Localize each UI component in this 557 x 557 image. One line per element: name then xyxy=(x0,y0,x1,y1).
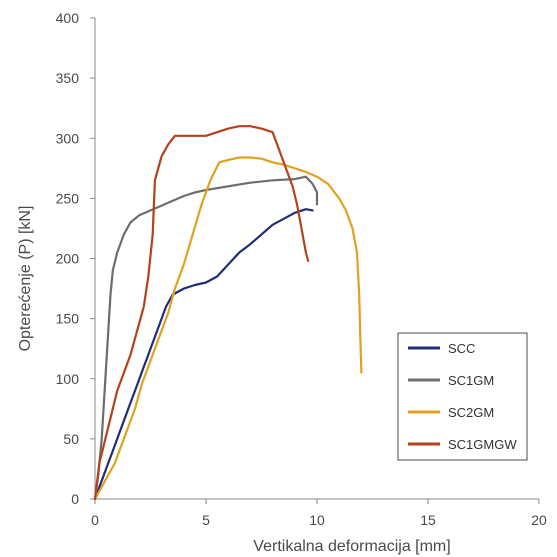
x-tick-label: 10 xyxy=(309,512,325,528)
series-line-scc xyxy=(93,208,314,501)
y-tick-label: 200 xyxy=(56,251,80,267)
x-tick-label: 20 xyxy=(531,512,547,528)
legend-box xyxy=(397,332,528,461)
legend-label: SC2GM xyxy=(448,405,494,420)
x-tick-label: 5 xyxy=(202,512,210,528)
y-tick-label: 150 xyxy=(56,311,80,327)
legend-label: SCC xyxy=(448,341,475,356)
legend: SCC SC1GM SC2GM SC1GMGW xyxy=(397,332,528,461)
y-tick-label: 100 xyxy=(56,371,80,387)
series-lines xyxy=(93,125,363,501)
legend-label: SC1GM xyxy=(448,373,494,388)
series-line-sc2gm xyxy=(93,156,363,501)
series-line-sc1gm xyxy=(93,175,319,501)
x-ticks: 0 5 10 15 20 xyxy=(91,499,547,528)
y-tick-label: 400 xyxy=(56,10,80,26)
legend-label: SC1GMGW xyxy=(448,437,517,452)
y-tick-label: 50 xyxy=(63,431,79,447)
x-tick-label: 15 xyxy=(420,512,436,528)
y-tick-label: 0 xyxy=(71,491,79,507)
y-ticks: 0 50 100 150 200 250 300 350 400 xyxy=(56,10,95,507)
y-tick-label: 350 xyxy=(56,70,80,86)
y-tick-label: 250 xyxy=(56,190,80,206)
x-tick-label: 0 xyxy=(91,512,99,528)
series-line-sc1gmgw xyxy=(93,125,310,501)
x-axis-title: Vertikalna deformacija [mm] xyxy=(253,538,450,555)
y-tick-label: 300 xyxy=(56,130,80,146)
y-axis-title: Opterećenje (P) [kN] xyxy=(17,206,34,352)
